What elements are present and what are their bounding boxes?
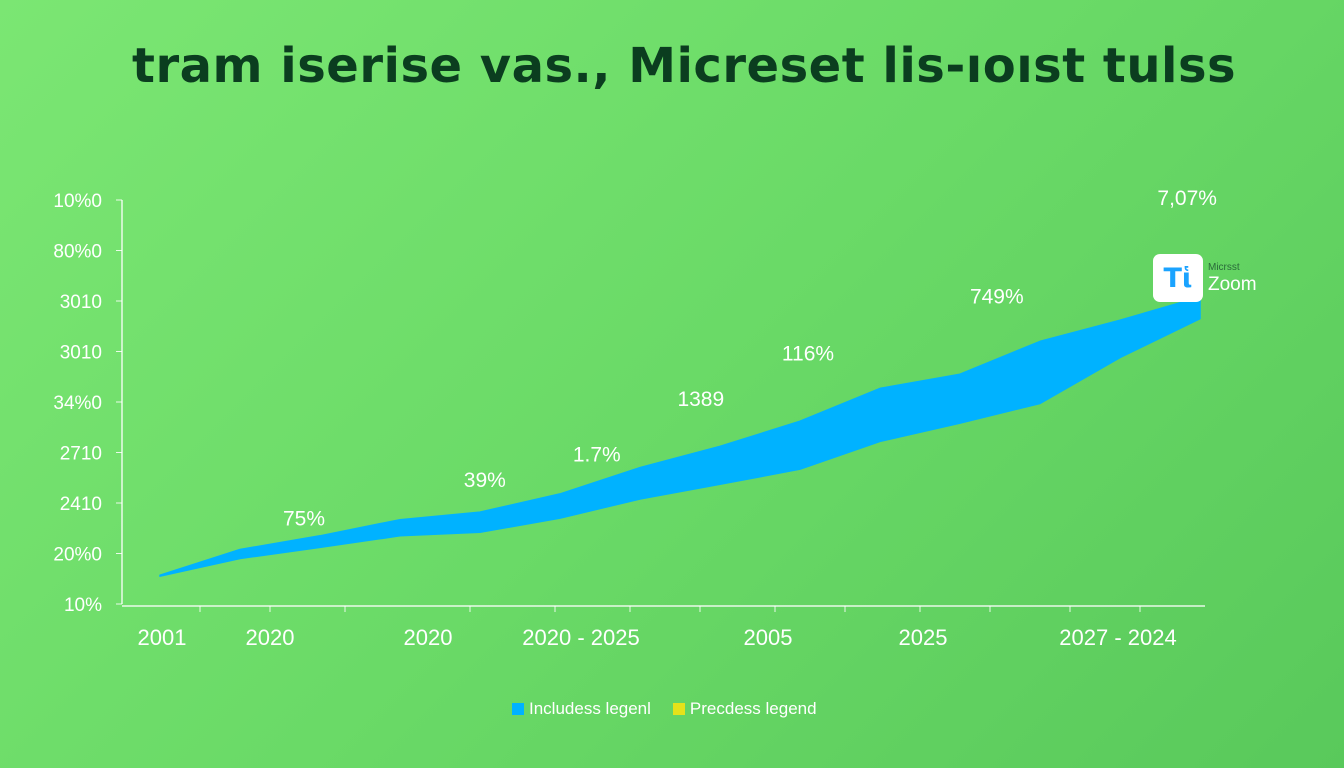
app-logo-icon: Tἱ xyxy=(1153,254,1203,302)
x-tick-label: 2020 xyxy=(404,625,453,650)
legend-swatch xyxy=(672,703,685,715)
data-labels: 75% 39% 1.7% 1389 116% 749% 7,07% xyxy=(283,187,1217,531)
y-tick-label: 2710 xyxy=(60,444,102,465)
x-tick-label: 2027 - 2024 xyxy=(1059,625,1176,650)
data-label: 75% xyxy=(283,508,325,531)
legend-label: Precdess legend xyxy=(689,699,817,718)
data-label: 1389 xyxy=(677,388,724,411)
legend: Includess legenl Precdess legend xyxy=(512,699,817,719)
legend-item: Precdess legend xyxy=(672,699,817,719)
y-tick-label: 10% xyxy=(64,595,102,616)
series-area xyxy=(159,296,1201,577)
x-tick-label: 2025 xyxy=(899,625,948,650)
chart-title: tram iserise vas., Micreset lis-ıoıst tu… xyxy=(132,38,1237,94)
data-label: 1.7% xyxy=(573,444,621,467)
x-tick-label: 2020 - 2025 xyxy=(522,625,639,650)
data-label: 749% xyxy=(970,286,1024,309)
data-label: 7,07% xyxy=(1157,187,1217,210)
y-tick-label: 10%0 xyxy=(53,191,102,212)
data-label: 39% xyxy=(464,469,506,492)
brand-name: Zoom xyxy=(1208,273,1257,295)
y-axis-ticks: 10% 20%0 2410 2710 34%0 3010 3010 80%0 10%0 xyxy=(53,191,122,616)
y-tick-label: 3010 xyxy=(60,292,102,313)
legend-item: Includess legenl xyxy=(512,699,651,719)
y-tick-label: 80%0 xyxy=(53,242,102,263)
x-axis-ticks: 2001 2020 2020 2020 - 2025 2005 2025 2027 - 20… xyxy=(138,606,1177,650)
x-tick-label: 2001 xyxy=(138,625,187,650)
brand-badge: Tἱ Micrsst Zoom xyxy=(1153,254,1257,302)
y-tick-label: 34%0 xyxy=(53,393,102,414)
y-tick-label: 3010 xyxy=(60,343,102,364)
series-areas xyxy=(159,296,1201,577)
y-tick-label: 2410 xyxy=(60,494,102,515)
x-tick-label: 2005 xyxy=(744,625,793,650)
x-tick-label: 2020 xyxy=(246,625,295,650)
legend-label: Includess legenl xyxy=(529,699,651,718)
legend-swatch xyxy=(512,703,524,715)
data-label: 116% xyxy=(782,343,834,366)
brand-sub-text: Micrsst xyxy=(1208,261,1240,273)
y-tick-label: 20%0 xyxy=(53,545,102,566)
